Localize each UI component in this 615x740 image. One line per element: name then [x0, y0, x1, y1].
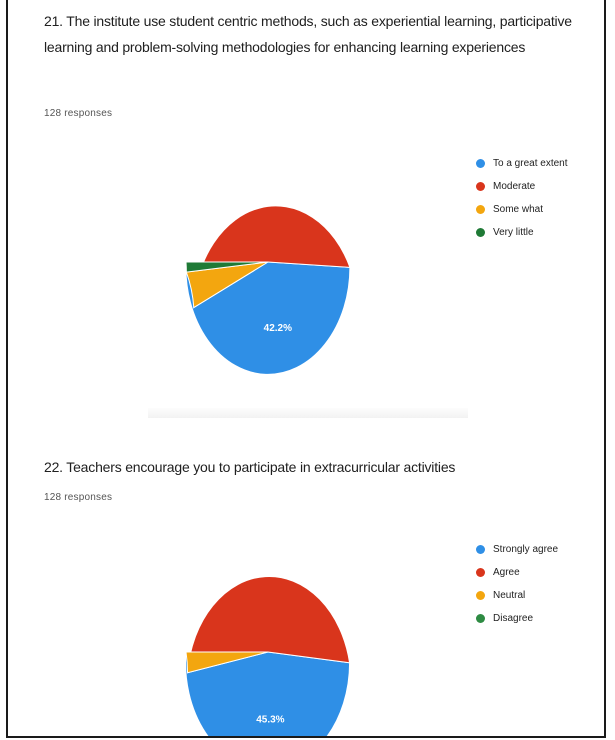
- pie-chart-q22: 51.6%45.3%: [185, 576, 351, 736]
- pie-slice-agree: [186, 576, 351, 674]
- pie-slice-strongly-agree: [185, 651, 351, 736]
- legend-dot-icon: [476, 228, 485, 237]
- legend-dot-icon: [476, 568, 485, 577]
- question-21-responses: 128 responses: [44, 108, 113, 119]
- legend-dot-icon: [476, 591, 485, 600]
- legend-item[interactable]: Some what: [476, 198, 568, 221]
- section-divider: [148, 408, 468, 418]
- legend-item[interactable]: To a great extent: [476, 152, 568, 175]
- legend-label: Moderate: [493, 181, 536, 192]
- legend-item[interactable]: Very little: [476, 221, 568, 244]
- question-22-responses: 128 responses: [44, 492, 113, 503]
- pie-slice-to-a-great-extent: [185, 261, 351, 375]
- pie-data-label: 42.2%: [264, 323, 292, 334]
- legend-dot-icon: [476, 182, 485, 191]
- legend-q21: To a great extent Moderate Some what Very l…: [476, 152, 568, 244]
- pie-data-label: 45.3%: [256, 714, 284, 725]
- legend-label: Agree: [493, 567, 520, 578]
- pie-chart-q21: 50.8% 42.2%: [185, 192, 351, 375]
- legend-item[interactable]: Moderate: [476, 175, 568, 198]
- legend-label: Some what: [493, 204, 544, 215]
- legend-label: Very little: [493, 227, 534, 238]
- legend-label: Neutral: [493, 590, 526, 601]
- question-22-title: 22. Teachers encourage you to participat…: [44, 459, 456, 475]
- legend-dot-icon: [476, 545, 485, 554]
- legend-q22: Strongly agree Agree Neutral Disagree: [476, 538, 558, 630]
- question-21-title: 21. The institute use student centric me…: [44, 13, 572, 55]
- legend-item[interactable]: Disagree: [476, 607, 558, 630]
- legend-item[interactable]: Strongly agree: [476, 538, 558, 561]
- legend-dot-icon: [476, 159, 485, 168]
- legend-item[interactable]: Neutral: [476, 584, 558, 607]
- legend-item[interactable]: Agree: [476, 561, 558, 584]
- survey-results-frame: 21. The institute use student centric me…: [6, 0, 606, 738]
- legend-dot-icon: [476, 614, 485, 623]
- legend-label: Disagree: [493, 613, 534, 624]
- pie-slice-very-little: [185, 261, 269, 273]
- legend-dot-icon: [476, 205, 485, 214]
- pie-data-label: 50.8%: [255, 192, 283, 203]
- legend-label: Strongly agree: [493, 544, 559, 555]
- pie-slice-neutral: [185, 651, 269, 674]
- legend-label: To a great extent: [493, 158, 568, 169]
